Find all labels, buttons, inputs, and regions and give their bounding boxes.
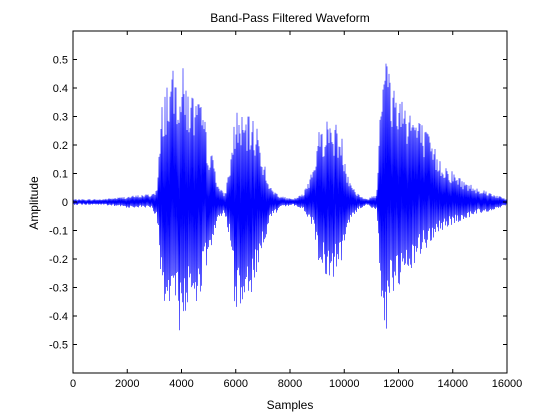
x-tick-label: 0 [70,378,76,390]
x-tick-label: 6000 [224,378,248,390]
chart-title: Band-Pass Filtered Waveform [210,11,370,25]
y-tick-label: 0.2 [53,140,68,152]
x-tick-label: 8000 [278,378,302,390]
y-tick-label: -0.3 [49,283,68,295]
x-tick-label: 16000 [492,378,523,390]
x-tick-label: 14000 [437,378,468,390]
x-axis-label: Samples [267,398,314,412]
y-tick-label: -0.4 [49,311,68,323]
y-tick-label: -0.5 [49,340,68,352]
y-tick-label: 0.3 [53,112,68,124]
x-tick-label: 2000 [115,378,139,390]
y-axis-label: Amplitude [27,176,41,230]
y-tick-label: -0.2 [49,254,68,266]
y-tick-label: 0.5 [53,55,68,67]
y-tick-label: 0.4 [53,83,68,95]
waveform-series-line [72,63,508,331]
x-tick-label: 12000 [383,378,414,390]
x-tick-label: 4000 [169,378,193,390]
x-tick-label: 10000 [329,378,360,390]
y-tick-label: 0.1 [53,169,68,181]
y-tick-label: 0 [62,197,68,209]
y-tick-label: -0.1 [49,226,68,238]
